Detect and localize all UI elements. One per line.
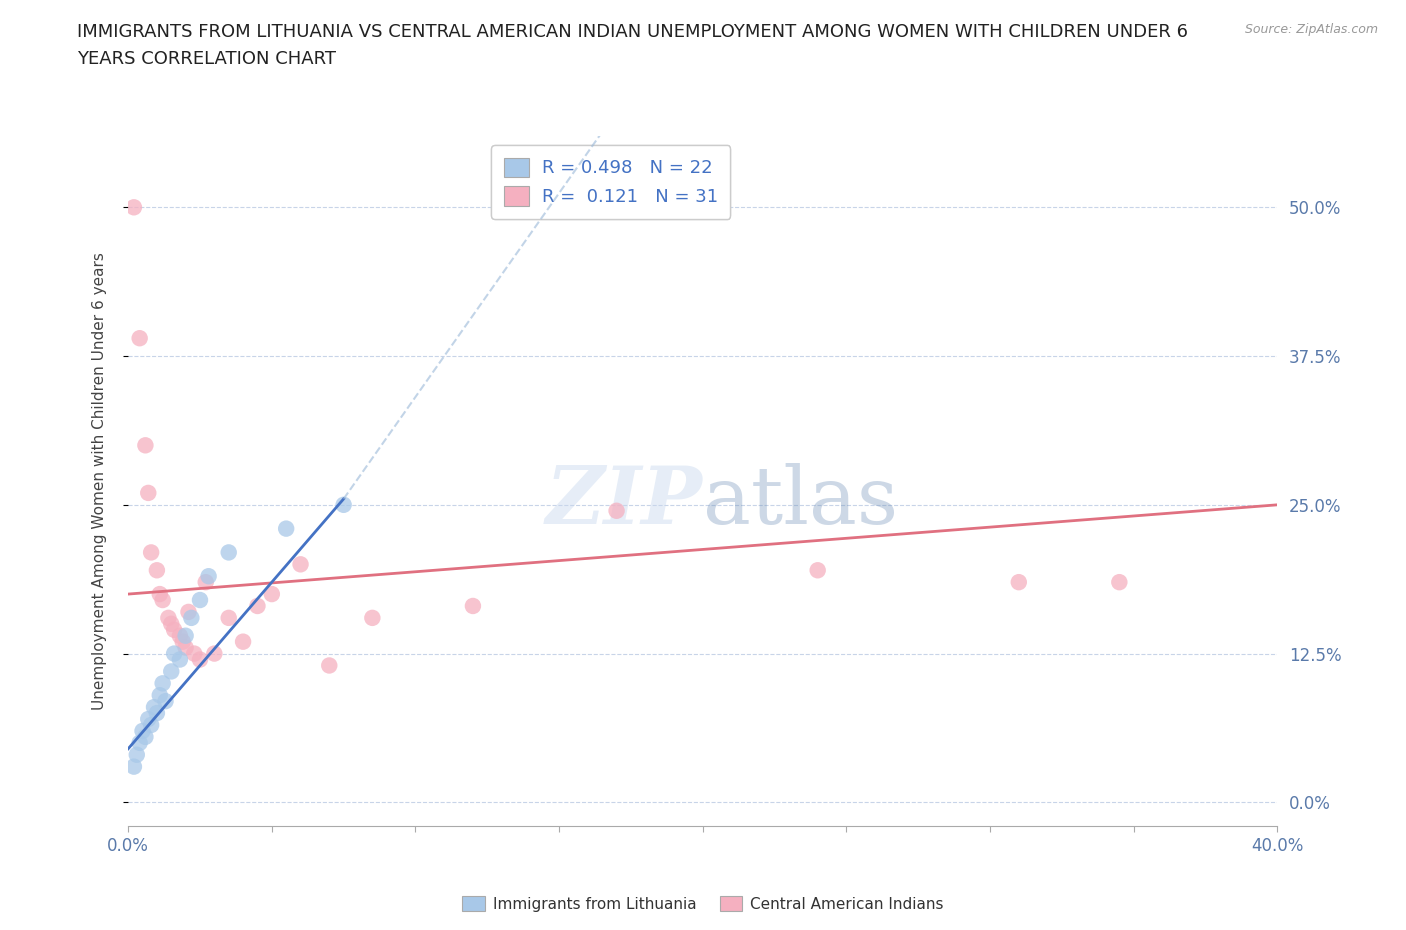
Point (232, 634, 254, 649)
Point (290, 557, 312, 572)
Point (122, 200, 145, 215)
Point (188, 592, 211, 607)
Point (125, 748, 148, 763)
Point (174, 640, 197, 655)
Point (194, 575, 217, 590)
Point (180, 610, 202, 625)
Point (146, 563, 169, 578)
Point (169, 629, 191, 644)
Text: ZIP: ZIP (546, 463, 703, 540)
Point (163, 622, 186, 637)
Point (136, 485, 159, 500)
Point (169, 652, 191, 667)
Point (606, 503, 628, 518)
Point (188, 652, 211, 667)
Point (141, 718, 163, 733)
Point (149, 587, 172, 602)
Point (141, 545, 163, 560)
Point (157, 610, 180, 625)
Point (177, 604, 200, 619)
Point (461, 599, 484, 614)
Point (332, 498, 354, 512)
Y-axis label: Unemployment Among Women with Children Under 6 years: Unemployment Among Women with Children U… (93, 252, 107, 710)
Point (183, 646, 205, 661)
Point (163, 646, 186, 661)
Point (160, 617, 183, 631)
Point (128, 331, 150, 346)
Point (807, 563, 830, 578)
Text: Source: ZipAtlas.com: Source: ZipAtlas.com (1244, 23, 1378, 36)
Point (136, 711, 159, 726)
Point (134, 729, 156, 744)
Text: atlas: atlas (703, 463, 898, 540)
Point (149, 688, 172, 703)
Point (134, 438, 156, 453)
Point (246, 599, 269, 614)
Point (155, 694, 177, 709)
Point (318, 658, 340, 673)
Point (152, 592, 174, 607)
Point (276, 521, 298, 536)
Point (174, 629, 197, 644)
Point (197, 569, 219, 584)
Point (160, 664, 183, 679)
Point (260, 587, 283, 602)
Point (146, 706, 169, 721)
Legend: Immigrants from Lithuania, Central American Indians: Immigrants from Lithuania, Central Ameri… (457, 889, 949, 918)
Text: IMMIGRANTS FROM LITHUANIA VS CENTRAL AMERICAN INDIAN UNEMPLOYMENT AMONG WOMEN WI: IMMIGRANTS FROM LITHUANIA VS CENTRAL AME… (77, 23, 1188, 68)
Point (128, 736, 150, 751)
Point (143, 699, 166, 714)
Point (218, 545, 240, 560)
Point (1108, 575, 1130, 590)
Point (131, 724, 153, 738)
Legend: R = 0.498   N = 22, R =  0.121   N = 31: R = 0.498 N = 22, R = 0.121 N = 31 (491, 145, 731, 219)
Point (1008, 575, 1031, 590)
Point (172, 634, 194, 649)
Point (218, 610, 240, 625)
Point (152, 676, 174, 691)
Point (361, 610, 384, 625)
Point (202, 646, 225, 661)
Point (122, 759, 145, 774)
